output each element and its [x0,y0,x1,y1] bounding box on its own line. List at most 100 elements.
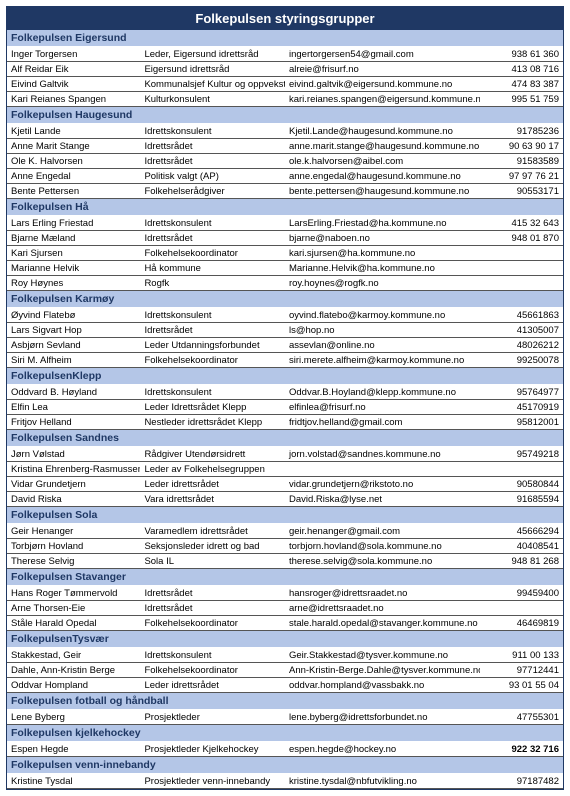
table-row: Hans Roger TømmervoldIdrettsrådethansrog… [7,586,563,601]
cell-role: Sola IL [140,554,285,569]
cell-name: Hans Roger Tømmervold [7,586,140,601]
cell-email: David.Riska@lyse.net [285,492,480,507]
cell-phone: 93 01 55 04 [480,678,563,693]
cell-name: Jørn Vølstad [7,447,140,462]
table-row: Torbjørn HovlandSeksjonsleder idrett og … [7,539,563,554]
table-row: Øyvind FlatebøIdrettskonsulentoyvind.fla… [7,308,563,323]
table-row: Ole K. HalvorsenIdrettsrådetole.k.halvor… [7,154,563,169]
cell-role: Hå kommune [140,261,285,276]
section-header: Folkepulsen Stavanger [7,569,563,586]
table-row: Oddvard B. HøylandIdrettskonsulentOddvar… [7,385,563,400]
table-row: Lars Erling FriestadIdrettskonsulentLars… [7,216,563,231]
table-row: Espen HegdeProsjektleder Kjelkehockeyesp… [7,742,563,757]
table-row: Oddvar HomplandLeder idrettsrådetoddvar.… [7,678,563,693]
cell-role: Idrettsrådet [140,323,285,338]
cell-role: Idrettsrådet [140,231,285,246]
cell-phone: 938 61 360 [480,47,563,62]
cell-email: eivind.galtvik@eigersund.kommune.no [285,77,480,92]
cell-phone: 948 01 870 [480,231,563,246]
cell-phone: 99459400 [480,586,563,601]
cell-role: Vara idrettsrådet [140,492,285,507]
cell-phone: 48026212 [480,338,563,353]
cell-email: ls@hop.no [285,323,480,338]
cell-phone [480,246,563,261]
cell-phone: 922 32 716 [480,742,563,757]
cell-role: Nestleder idrettsrådet Klepp [140,415,285,430]
cell-name: Bjarne Mæland [7,231,140,246]
page-title: Folkepulsen styringsgrupper [7,7,563,30]
section-header: Folkepulsen Haugesund [7,107,563,124]
cell-name: Ståle Harald Opedal [7,616,140,631]
cell-phone: 95764977 [480,385,563,400]
cell-phone: 911 00 133 [480,648,563,663]
section-header: Folkepulsen Eigersund [7,30,563,47]
table-row: David RiskaVara idrettsrådetDavid.Riska@… [7,492,563,507]
cell-email: alreie@frisurf.no [285,62,480,77]
cell-role: Folkehelsekoordinator [140,246,285,261]
cell-phone: 95812001 [480,415,563,430]
cell-email: roy.hoynes@rogfk.no [285,276,480,291]
cell-email: jorn.volstad@sandnes.kommune.no [285,447,480,462]
cell-email: Ann-Kristin-Berge.Dahle@tysver.kommune.n… [285,663,480,678]
section-header: FolkepulsenTysvær [7,631,563,648]
section-header: Folkepulsen venn-innebandy [7,757,563,774]
cell-phone [480,276,563,291]
cell-email: hansroger@idrettsraadet.no [285,586,480,601]
cell-role: Rogfk [140,276,285,291]
table-row: Roy HøynesRogfkroy.hoynes@rogfk.no [7,276,563,291]
section-header: Folkepulsen Sandnes [7,430,563,447]
cell-role: Idrettsrådet [140,586,285,601]
cell-role: Eigersund idrettsråd [140,62,285,77]
section-header: Folkepulsen kjelkehockey [7,725,563,742]
cell-role: Prosjektleder Kjelkehockey [140,742,285,757]
cell-name: Kristina Ehrenberg-Rasmussen [7,462,140,477]
table-row: Arne Thorsen-EieIdrettsrådetarne@idretts… [7,601,563,616]
section-header-label: Folkepulsen Sandnes [7,430,563,447]
cell-phone: 41305007 [480,323,563,338]
cell-role: Idrettskonsulent [140,308,285,323]
cell-phone: 99250078 [480,353,563,368]
cell-phone [480,261,563,276]
cell-name: Roy Høynes [7,276,140,291]
cell-name: Lene Byberg [7,710,140,725]
cell-email: siri.merete.alfheim@karmoy.kommune.no [285,353,480,368]
section-header-label: FolkepulsenTysvær [7,631,563,648]
table-row: Kari SjursenFolkehelsekoordinatorkari.sj… [7,246,563,261]
cell-email: fridtjov.helland@gmail.com [285,415,480,430]
table-row: Geir HenangerVaramedlem idrettsrådetgeir… [7,524,563,539]
table-row: Eivind GaltvikKommunalsjef Kultur og opp… [7,77,563,92]
table-row: Stakkestad, GeirIdrettskonsulentGeir.Sta… [7,648,563,663]
cell-phone: 45170919 [480,400,563,415]
cell-name: Arne Thorsen-Eie [7,601,140,616]
cell-phone: 40408541 [480,539,563,554]
cell-name: David Riska [7,492,140,507]
section-header-label: Folkepulsen Eigersund [7,30,563,47]
cell-name: Asbjørn Sevland [7,338,140,353]
cell-phone: 413 08 716 [480,62,563,77]
cell-role: Seksjonsleder idrett og bad [140,539,285,554]
cell-email: geir.henanger@gmail.com [285,524,480,539]
cell-email: lene.byberg@idrettsforbundet.no [285,710,480,725]
cell-role: Leder, Eigersund idrettsråd [140,47,285,62]
table-row: Vidar GrundetjernLeder idrettsrådetvidar… [7,477,563,492]
cell-name: Therese Selvig [7,554,140,569]
cell-phone: 97712441 [480,663,563,678]
cell-role: Idrettskonsulent [140,216,285,231]
cell-email: Marianne.Helvik@ha.kommune.no [285,261,480,276]
cell-email: therese.selvig@sola.kommune.no [285,554,480,569]
cell-name: Lars Sigvart Hop [7,323,140,338]
cell-role: Prosjektleder venn-innebandy [140,774,285,789]
cell-email: kari.sjursen@ha.kommune.no [285,246,480,261]
cell-role: Idrettsrådet [140,154,285,169]
cell-email: stale.harald.opedal@stavanger.kommune.no [285,616,480,631]
cell-role: Idrettskonsulent [140,385,285,400]
cell-name: Stakkestad, Geir [7,648,140,663]
table-row: Bente PettersenFolkehelserådgiverbente.p… [7,184,563,199]
cell-role: Folkehelsekoordinator [140,663,285,678]
cell-role: Folkehelserådgiver [140,184,285,199]
cell-name: Kari Reianes Spangen [7,92,140,107]
cell-name: Torbjørn Hovland [7,539,140,554]
cell-email: ingertorgersen54@gmail.com [285,47,480,62]
cell-name: Ole K. Halvorsen [7,154,140,169]
cell-email: bente.pettersen@haugesund.kommune.no [285,184,480,199]
